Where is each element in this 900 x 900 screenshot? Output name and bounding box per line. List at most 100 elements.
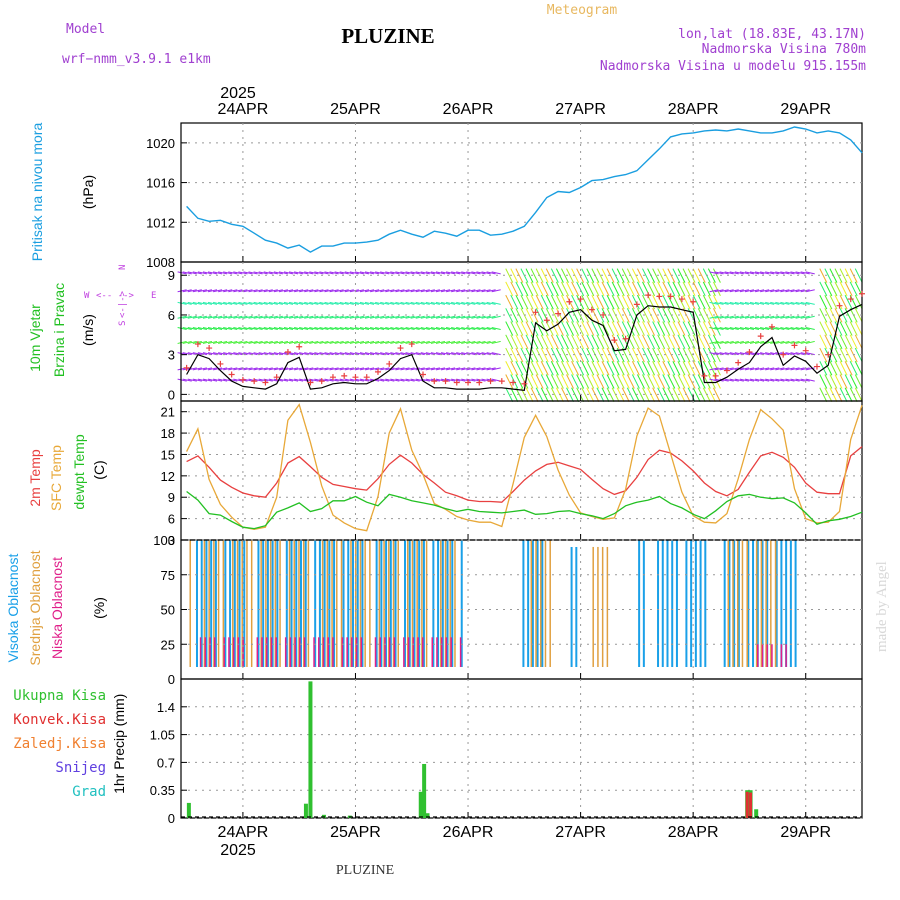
wind-barb (839, 321, 848, 336)
wind-barb (530, 334, 539, 350)
wind-barb (390, 378, 400, 382)
wind-barb (692, 374, 701, 389)
wind-barb (839, 308, 848, 323)
wind-barb (299, 352, 309, 356)
wind-barb (405, 315, 415, 319)
wind-barb (202, 289, 213, 293)
wind-barb (657, 387, 666, 402)
wind-barb (344, 327, 354, 331)
wind-barb (839, 374, 848, 389)
wind-barb (410, 378, 420, 382)
wind-barb (805, 327, 815, 331)
wind-barb (430, 289, 441, 293)
wind-barb (566, 347, 574, 363)
wind-barb (520, 334, 529, 350)
wind-barb (581, 308, 590, 323)
wind-barb (535, 374, 544, 389)
gust-marker (296, 343, 303, 350)
wind-barb (375, 352, 385, 356)
wind-barb (283, 301, 294, 305)
wind-barb (697, 334, 706, 350)
wind-barb (525, 294, 534, 310)
wind-barb (491, 367, 501, 371)
wind-barb (359, 352, 370, 356)
wind-barb (238, 327, 248, 331)
wind-barb (561, 294, 569, 310)
wind-barb (456, 289, 466, 293)
wind-barb (744, 367, 755, 371)
wind-barb (714, 289, 724, 293)
wind-barb (420, 352, 430, 356)
wind-barb (591, 374, 600, 389)
wind-barb (709, 352, 719, 356)
wind-barb (395, 315, 405, 319)
wind-barb (839, 268, 848, 283)
wind-barb (586, 294, 595, 310)
wind-barb (440, 340, 451, 344)
wind-barb (561, 268, 569, 283)
wind-barb (697, 387, 706, 402)
wind-barb (253, 378, 263, 382)
wind-barb (765, 301, 775, 305)
wind-barb (415, 315, 425, 319)
wind-barb (476, 289, 486, 293)
wind-barb (349, 340, 359, 344)
wind-barb (854, 321, 863, 336)
wind-barb (359, 378, 370, 382)
wind-barb (273, 340, 283, 344)
wind-barb (253, 327, 263, 331)
wind-barb (571, 334, 580, 350)
wind-barb (525, 281, 534, 297)
wind-barb (283, 367, 294, 371)
wind-barb (486, 315, 496, 319)
wind-barb (707, 374, 716, 389)
wind-barb (626, 321, 635, 336)
wind-barb (795, 340, 805, 344)
wind-barb (425, 289, 435, 293)
wind-barb (775, 367, 785, 371)
wind-barb (586, 347, 595, 363)
wind-barb (319, 271, 329, 275)
wind-barb (805, 271, 815, 275)
gust-marker (836, 302, 843, 309)
wind-barb (697, 321, 706, 336)
wind-barb (636, 268, 645, 283)
wind-barb (415, 327, 425, 331)
wind-barb (273, 271, 283, 275)
gust-marker (555, 310, 562, 317)
wind-barb (299, 271, 309, 275)
wind-barb (238, 315, 248, 319)
wind-barb (486, 327, 496, 331)
wind-barb (540, 361, 549, 376)
wind-barb (714, 301, 724, 305)
wind-barb (642, 334, 650, 350)
wind-barb (566, 268, 574, 283)
wind-barb (714, 378, 724, 382)
wind-barb (349, 367, 359, 371)
wind-barb (385, 271, 395, 275)
wind-barb (712, 347, 721, 363)
wind-barb (576, 334, 585, 350)
wind-barb (667, 361, 676, 376)
wind-barb (626, 374, 635, 389)
wind-barb (819, 281, 828, 297)
wind-barb (334, 271, 344, 275)
gust-marker (656, 293, 663, 300)
wind-barb (420, 315, 430, 319)
wind-barb (253, 289, 263, 293)
wind-barb (631, 361, 640, 376)
wind-barb (192, 352, 202, 356)
wind-barb (228, 301, 238, 305)
wind-barb (596, 347, 605, 363)
wind-barb (749, 367, 760, 371)
wind-barb (223, 315, 233, 319)
wind-barb (785, 301, 795, 305)
wind-barb (329, 340, 339, 344)
wind-barb (854, 387, 863, 402)
wind-barb (273, 301, 283, 305)
panel-frame (180, 122, 863, 263)
gust-marker (431, 378, 438, 385)
wind-barb (707, 294, 716, 310)
wind-barb (647, 281, 656, 297)
year-top: 2025 (220, 85, 256, 102)
